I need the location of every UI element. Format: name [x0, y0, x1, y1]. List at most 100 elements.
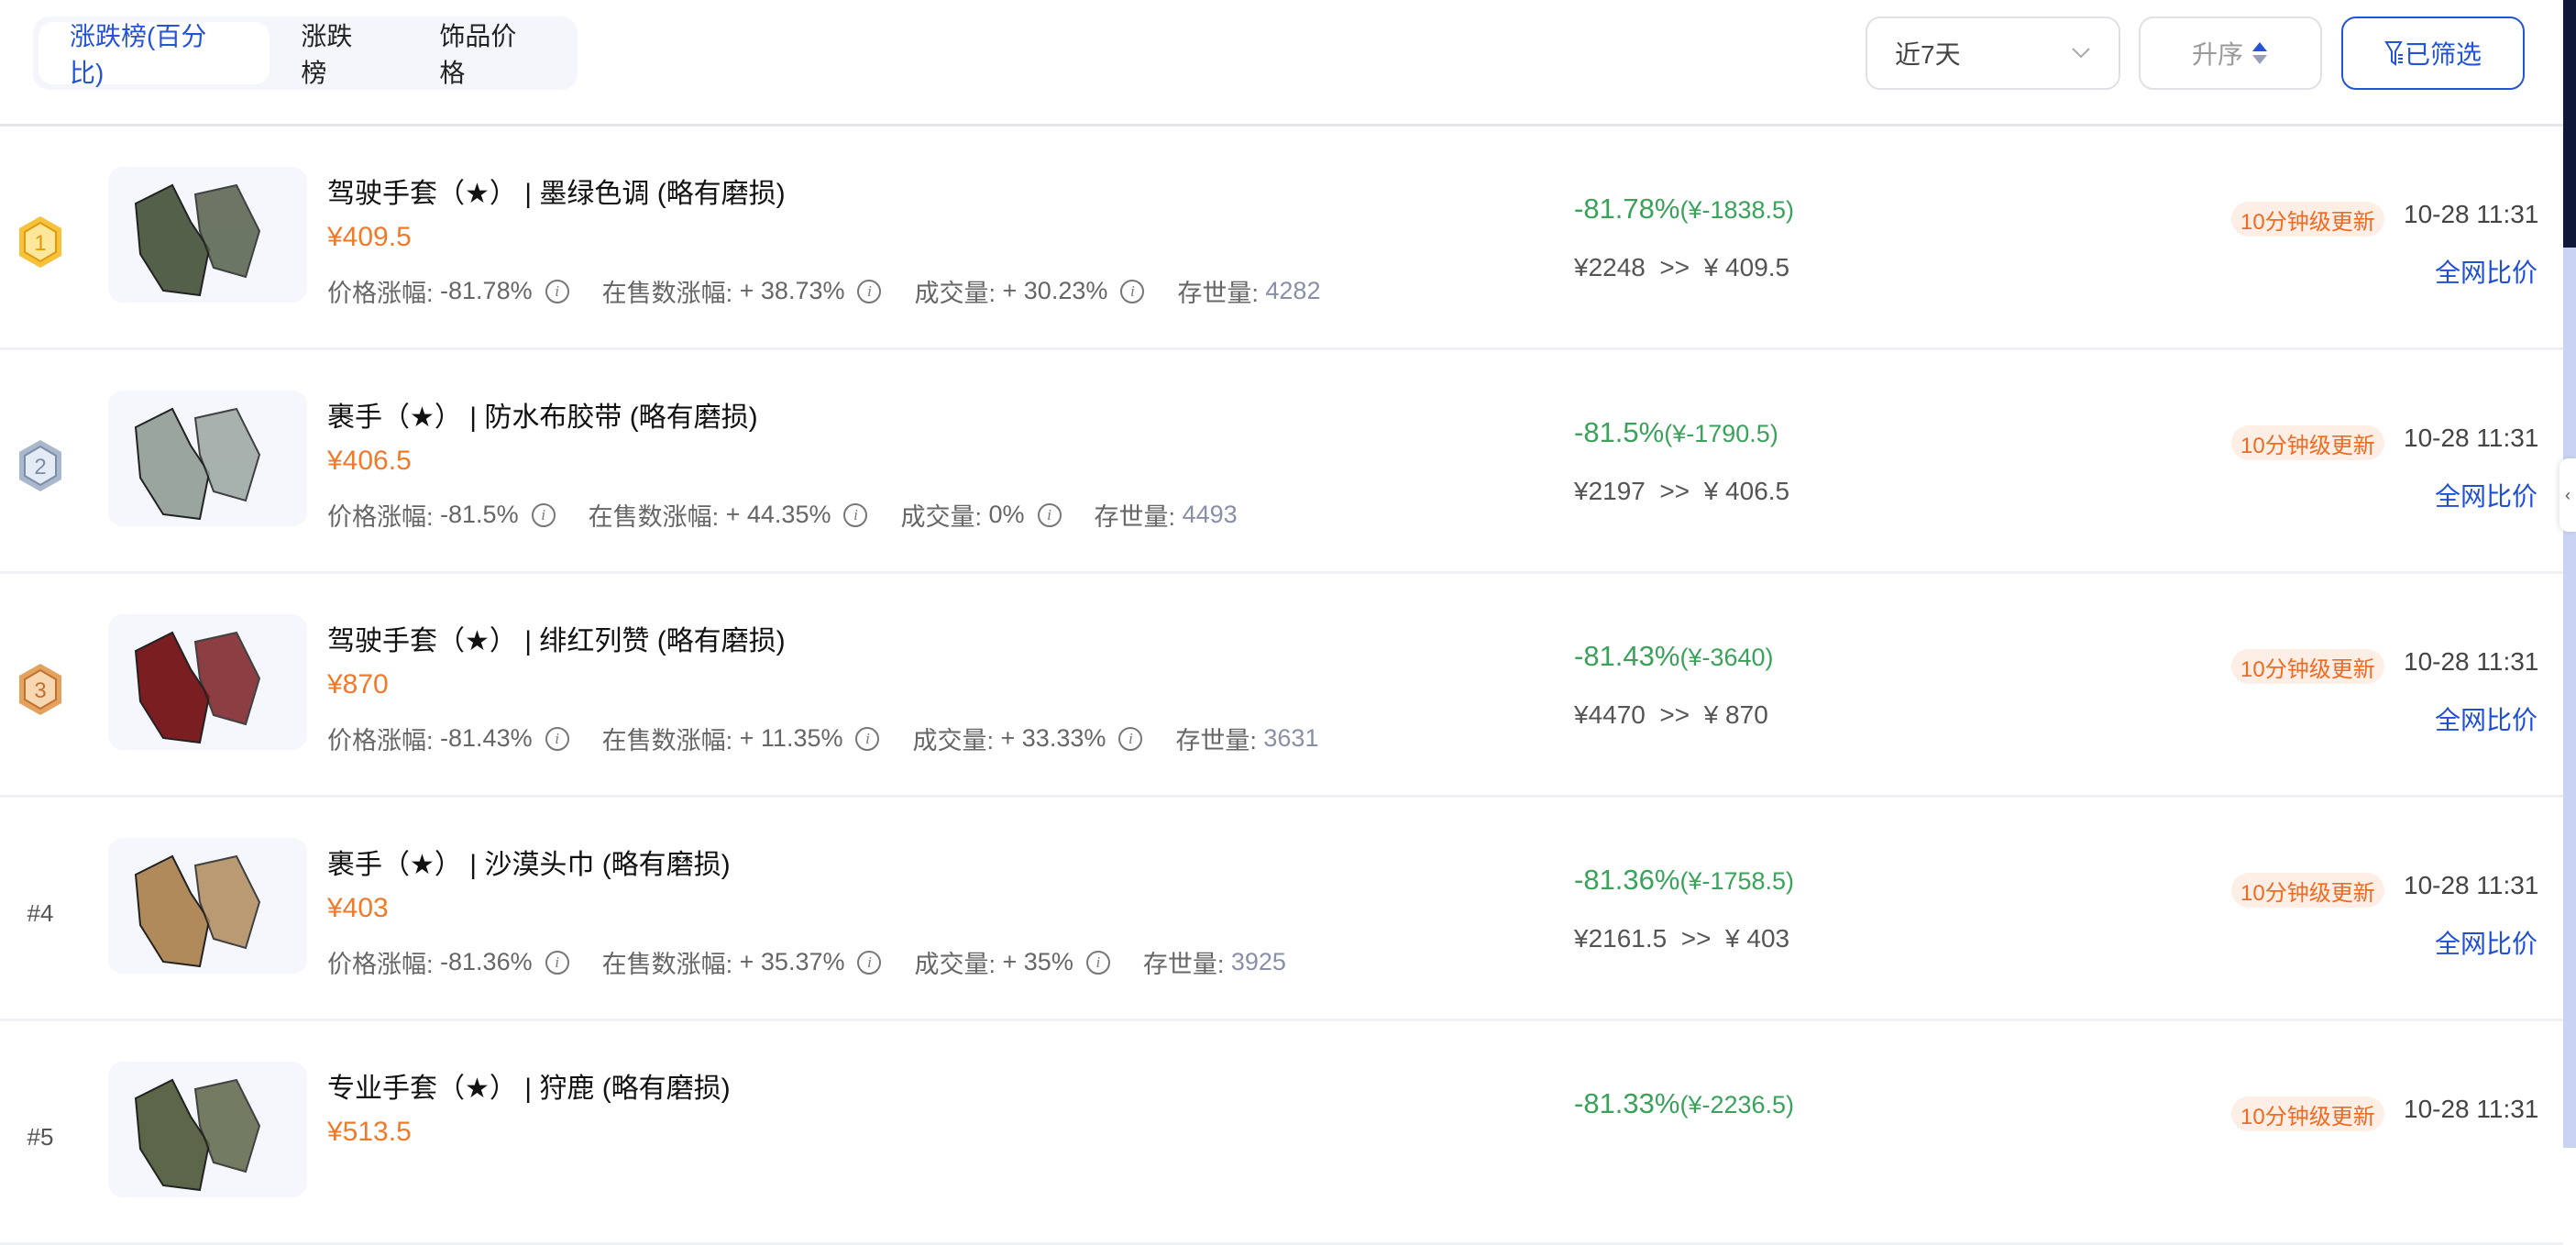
item-price: ¥409.5: [327, 222, 412, 252]
list-item[interactable]: #4 裹手（★） | 沙漠头巾 (略有磨损) ¥403 价格涨幅: -81.36…: [0, 798, 2563, 1021]
stat-volume: 成交量: + 33.33% i: [912, 721, 1143, 756]
item-stats: 价格涨幅: -81.78% i 在售数涨幅: + 38.73% i 成交量: + 3…: [327, 273, 1353, 309]
period-dropdown[interactable]: 近7天: [1866, 17, 2120, 90]
list-item[interactable]: 3 驾驶手套（★） | 绯红列赞 (略有磨损) ¥870 价格涨幅: -81.4…: [0, 574, 2563, 798]
toolbar: 涨跌榜(百分比) 涨跌榜 饰品价格 近7天 升序 已筛选: [0, 0, 2563, 127]
scrollbar-thumb[interactable]: [2563, 0, 2576, 248]
item-name[interactable]: 驾驶手套（★） | 墨绿色调 (略有磨损): [327, 179, 786, 209]
chevron-down-icon: [2072, 48, 2090, 59]
list-item[interactable]: 2 裹手（★） | 防水布胶带 (略有磨损) ¥406.5 价格涨幅: -81.…: [0, 350, 2563, 574]
info-icon[interactable]: i: [545, 950, 569, 975]
update-time: 10-28 11:31: [2404, 424, 2539, 452]
sort-icon: [2252, 42, 2267, 64]
stat-listing-change: 在售数涨幅: + 11.35% i: [602, 721, 880, 756]
compare-price-link[interactable]: 全网比价: [2434, 482, 2537, 511]
info-icon[interactable]: i: [1120, 279, 1145, 303]
tab-change-percent[interactable]: 涨跌榜(百分比): [39, 22, 270, 87]
update-time: 10-28 11:31: [2404, 871, 2539, 899]
item-name[interactable]: 裹手（★） | 防水布胶带 (略有磨损): [327, 402, 758, 433]
info-icon[interactable]: i: [843, 502, 868, 527]
compare-price-link[interactable]: 全网比价: [2434, 259, 2537, 287]
item-image[interactable]: [108, 614, 307, 750]
info-icon[interactable]: i: [857, 279, 882, 303]
info-icon[interactable]: i: [545, 279, 569, 303]
price-flow: ¥4470 >> ¥ 870: [1574, 700, 1768, 729]
update-time: 10-28 11:31: [2404, 647, 2539, 676]
tab-group: 涨跌榜(百分比) 涨跌榜 饰品价格: [33, 17, 578, 90]
item-stats: 价格涨幅: -81.5% i 在售数涨幅: + 44.35% i 成交量: 0% i …: [327, 497, 1271, 533]
item-image[interactable]: [108, 1062, 307, 1197]
stat-listing-change: 在售数涨幅: + 35.37% i: [602, 944, 882, 980]
info-icon[interactable]: i: [545, 726, 569, 751]
stat-price-change: 价格涨幅: -81.43% i: [327, 721, 569, 756]
item-name[interactable]: 专业手套（★） | 狩鹿 (略有磨损): [327, 1074, 731, 1104]
rank-number: #5: [27, 1122, 54, 1151]
item-name[interactable]: 裹手（★） | 沙漠头巾 (略有磨损): [327, 850, 731, 880]
chevron-left-icon: ‹: [2565, 485, 2570, 504]
rank-number: 2: [34, 455, 46, 479]
filter-label: 已筛选: [2404, 40, 2482, 69]
rank-number: 3: [34, 678, 46, 703]
price-change: -81.43%(¥-3640): [1574, 640, 1774, 672]
price-flow: ¥2161.5 >> ¥ 403: [1574, 924, 1790, 953]
compare-price-link[interactable]: 全网比价: [2434, 706, 2537, 734]
stat-volume: 成交量: + 30.23% i: [914, 273, 1145, 309]
stat-stock: 存世量: 3925: [1142, 948, 1286, 978]
stat-stock: 存世量: 4493: [1094, 501, 1238, 531]
item-stats: 价格涨幅: -81.43% i 在售数涨幅: + 11.35% i 成交量: + 3…: [327, 721, 1351, 756]
filter-icon: [2384, 41, 2403, 66]
update-badge: 10分钟级更新: [2231, 202, 2384, 237]
stat-volume: 成交量: + 35% i: [914, 944, 1110, 980]
item-image[interactable]: [108, 167, 307, 303]
tab-item-price[interactable]: 饰品价格: [439, 22, 517, 87]
price-flow: ¥2248 >> ¥ 409.5: [1574, 253, 1790, 281]
item-image[interactable]: [108, 838, 307, 974]
price-change: -81.36%(¥-1758.5): [1574, 864, 1795, 896]
tab-change[interactable]: 涨跌榜: [301, 22, 353, 87]
info-icon[interactable]: i: [1085, 950, 1110, 975]
update-time: 10-28 11:31: [2404, 1095, 2539, 1123]
list-item[interactable]: 1 驾驶手套（★） | 墨绿色调 (略有磨损) ¥409.5 价格涨幅: -81…: [0, 127, 2563, 350]
info-icon[interactable]: i: [1118, 726, 1143, 751]
rank-medal-icon: 2: [17, 438, 64, 493]
side-collapse-tab[interactable]: ‹: [2559, 458, 2576, 532]
info-icon[interactable]: i: [857, 950, 882, 975]
info-icon[interactable]: i: [531, 502, 556, 527]
sort-button[interactable]: 升序: [2139, 17, 2322, 90]
item-price: ¥870: [327, 669, 389, 700]
price-change: -81.5%(¥-1790.5): [1574, 416, 1778, 448]
scrollbar[interactable]: [2563, 0, 2576, 1148]
price-change: -81.33%(¥-2236.5): [1574, 1087, 1795, 1119]
info-icon[interactable]: i: [855, 726, 880, 751]
item-price: ¥403: [327, 893, 389, 923]
item-price: ¥513.5: [327, 1117, 412, 1147]
item-name[interactable]: 驾驶手套（★） | 绯红列赞 (略有磨损): [327, 626, 786, 656]
rank-medal-icon: 3: [17, 662, 64, 717]
stat-volume: 成交量: 0% i: [900, 497, 1062, 533]
item-stats: 价格涨幅: -81.36% i 在售数涨幅: + 35.37% i 成交量: + 3…: [327, 944, 1319, 980]
stat-price-change: 价格涨幅: -81.36% i: [327, 944, 569, 980]
info-icon[interactable]: i: [1037, 502, 1062, 527]
update-badge: 10分钟级更新: [2231, 425, 2384, 460]
filter-button[interactable]: 已筛选: [2341, 17, 2525, 90]
compare-price-link[interactable]: 全网比价: [2434, 930, 2537, 958]
update-badge: 10分钟级更新: [2231, 649, 2384, 684]
stat-price-change: 价格涨幅: -81.78% i: [327, 273, 569, 309]
price-flow: ¥2197 >> ¥ 406.5: [1574, 477, 1790, 505]
item-image[interactable]: [108, 391, 307, 526]
stat-stock: 存世量: 3631: [1175, 724, 1319, 755]
period-value: 近7天: [1895, 40, 1961, 69]
rank-number: #4: [27, 898, 54, 927]
stat-listing-change: 在售数涨幅: + 44.35% i: [589, 497, 868, 533]
update-time: 10-28 11:31: [2404, 200, 2539, 228]
list-item[interactable]: #5 专业手套（★） | 狩鹿 (略有磨损) ¥513.5 -81.33%(¥-…: [0, 1021, 2563, 1245]
stat-stock: 存世量: 4282: [1177, 277, 1321, 307]
update-badge: 10分钟级更新: [2231, 873, 2384, 908]
sort-label: 升序: [2191, 40, 2243, 69]
stat-listing-change: 在售数涨幅: + 38.73% i: [602, 273, 882, 309]
update-badge: 10分钟级更新: [2231, 1096, 2384, 1131]
item-price: ¥406.5: [327, 446, 412, 476]
rank-number: 1: [34, 231, 46, 256]
rank-medal-icon: 1: [17, 215, 64, 270]
price-change: -81.78%(¥-1838.5): [1574, 193, 1795, 225]
